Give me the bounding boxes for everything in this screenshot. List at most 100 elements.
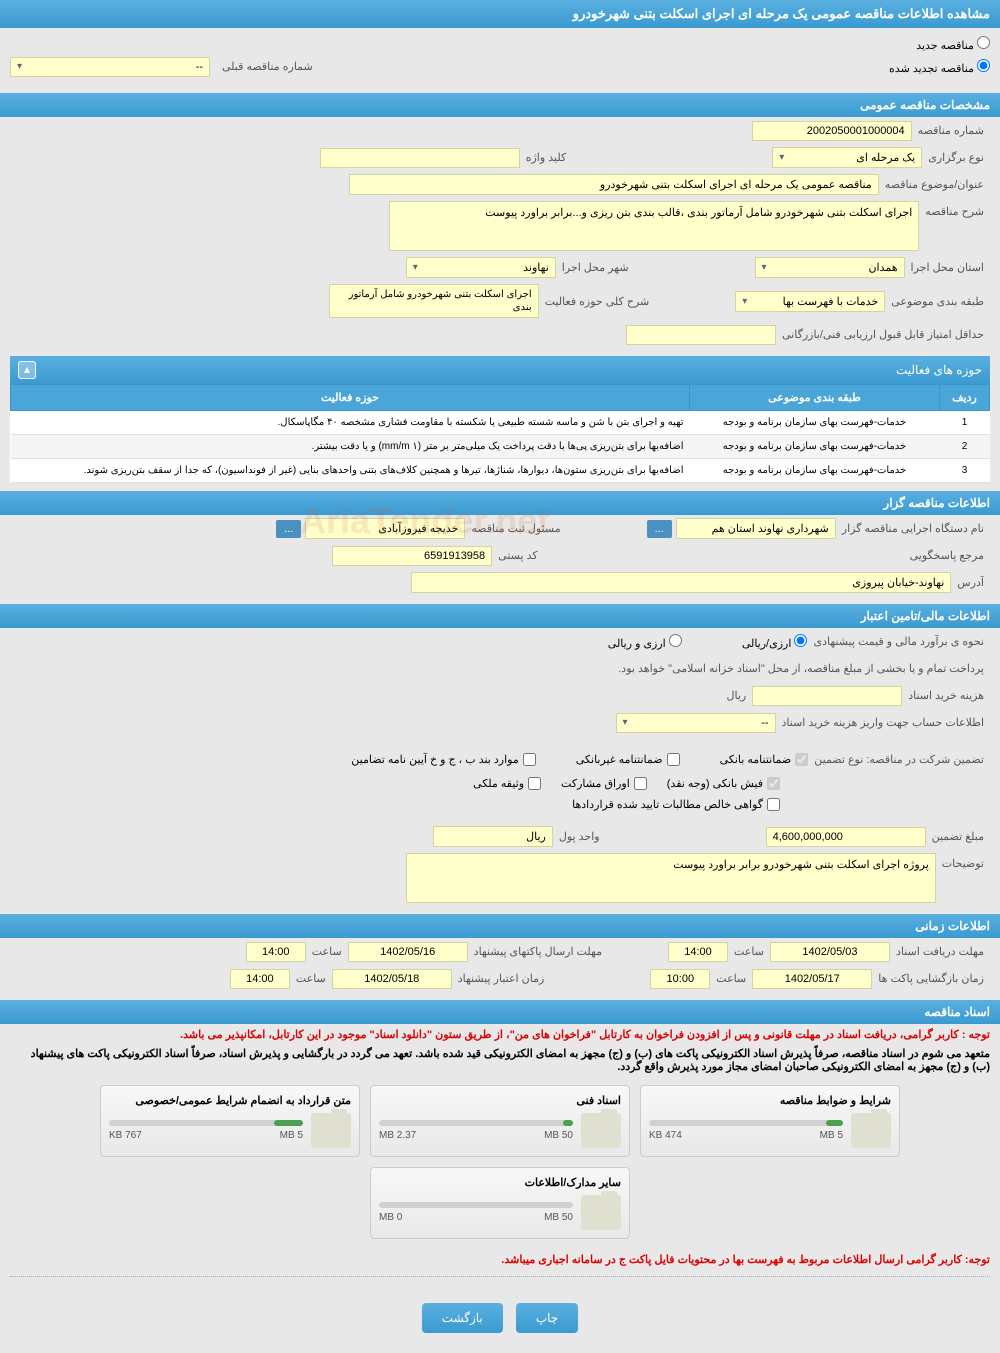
radio-both[interactable]: [669, 634, 682, 647]
tender-no-field: 2002050001000004: [752, 121, 912, 141]
chk-bonds[interactable]: [634, 777, 647, 790]
notes-label: توضیحات: [936, 853, 990, 874]
responsible-more-button[interactable]: ...: [276, 520, 301, 538]
section-timing-header: اطلاعات زمانی: [0, 914, 1000, 938]
org-more-button[interactable]: ...: [647, 520, 672, 538]
activity-table-header: حوزه های فعالیت ▴: [10, 356, 990, 384]
radio-new-label[interactable]: مناقصه جدید: [916, 36, 990, 52]
cell-activity: اضافه‌بها برای بتن‌ریزی پی‌ها با دقت پرد…: [11, 435, 690, 459]
send-deadline-label: مهلت ارسال پاکتهای پیشنهاد: [468, 941, 608, 962]
file-total: 5 MB: [820, 1130, 843, 1141]
keyword-input[interactable]: [320, 148, 520, 168]
chk-cash[interactable]: [767, 777, 780, 790]
city-value: نهاوند: [523, 261, 549, 274]
chevron-down-icon: ▾: [623, 717, 628, 728]
account-label: اطلاعات حساب جهت واریز هزینه خرید اسناد: [776, 712, 990, 733]
chk-cash-text: فیش بانکی (وجه نقد): [667, 777, 763, 790]
radio-rial[interactable]: [794, 634, 807, 647]
send-deadline-time: 14:00: [246, 942, 306, 962]
file-total: 5 MB: [280, 1130, 303, 1141]
time-label-4: ساعت: [290, 968, 332, 989]
class-value: خدمات با فهرست بها: [783, 295, 879, 308]
chk-nonbank-guarantee[interactable]: [667, 753, 680, 766]
file-progress-bar: [379, 1202, 573, 1208]
responsible-field: خدیجه فیروزآبادی: [305, 518, 465, 539]
time-label-3: ساعت: [710, 968, 752, 989]
doccost-label: هزینه خرید اسناد: [902, 685, 990, 706]
valid-time: 14:00: [230, 969, 290, 989]
file-used: 767 KB: [109, 1130, 142, 1141]
section-organizer-header: اطلاعات مناقصه گزار: [0, 491, 1000, 515]
radio-renewed[interactable]: [977, 59, 990, 72]
file-card[interactable]: متن قرارداد به انضمام شرایط عمومی/خصوصی5…: [100, 1085, 360, 1157]
activity-table-container: حوزه های فعالیت ▴ ردیف طبقه بندی موضوعی …: [10, 356, 990, 483]
print-button[interactable]: چاپ: [516, 1303, 578, 1333]
file-grid: شرایط و ضوابط مناقصه5 MB474 KBاسناد فنی5…: [0, 1075, 1000, 1249]
notice-download: توجه : کاربر گرامی، دریافت اسناد در مهلت…: [0, 1024, 1000, 1045]
doccost-input[interactable]: [752, 686, 902, 706]
col-row: ردیف: [940, 385, 990, 411]
file-card[interactable]: اسناد فنی50 MB2.37 MB: [370, 1085, 630, 1157]
file-used: 0 MB: [379, 1212, 402, 1223]
prev-tender-dropdown[interactable]: -- ▾: [10, 57, 210, 77]
radio-new[interactable]: [977, 36, 990, 49]
city-dropdown[interactable]: نهاوند ▾: [406, 257, 556, 278]
chk-receivables[interactable]: [767, 798, 780, 811]
city-label: شهر محل اجرا: [556, 257, 635, 278]
province-label: استان محل اجرا: [905, 257, 990, 278]
section-general-header: مشخصات مناقصه عمومی: [0, 93, 1000, 117]
postal-field: 6591913958: [332, 546, 492, 566]
desc-label: شرح مناقصه: [919, 201, 990, 222]
file-card[interactable]: شرایط و ضوابط مناقصه5 MB474 KB: [640, 1085, 900, 1157]
class-dropdown[interactable]: خدمات با فهرست بها ▾: [735, 291, 885, 312]
chk-items-bcj[interactable]: [523, 753, 536, 766]
subject-label: عنوان/موضوع مناقصه: [879, 174, 990, 195]
radio-rial-text: ارزی/ریالی: [742, 638, 792, 650]
prev-tender-value: --: [196, 61, 203, 73]
chk-bank-guarantee[interactable]: [795, 753, 808, 766]
file-card[interactable]: سایر مدارک/اطلاعات50 MB0 MB: [370, 1167, 630, 1239]
valid-date: 1402/05/18: [332, 969, 452, 989]
minscore-label: حداقل امتیاز قابل قبول ارزیابی فنی/بازرگ…: [776, 324, 990, 345]
activity-desc-label: شرح کلی حوزه فعالیت: [539, 291, 656, 312]
province-value: همدان: [868, 261, 897, 274]
doc-deadline-time: 14:00: [668, 942, 728, 962]
prev-tender-label: شماره مناقصه قبلی: [216, 56, 319, 77]
activity-desc-field: اجرای اسکلت بتنی شهرخودرو شامل آرماتور ب…: [329, 284, 539, 318]
amount-label: مبلغ تضمین: [926, 826, 990, 847]
back-button[interactable]: بازگشت: [422, 1303, 503, 1333]
chevron-down-icon: ▾: [742, 296, 747, 307]
minscore-input[interactable]: [626, 325, 776, 345]
payment-note: پرداخت تمام و یا بخشی از مبلغ مناقصه، از…: [612, 658, 990, 679]
file-total: 50 MB: [544, 1130, 573, 1141]
activity-table-title: حوزه های فعالیت: [896, 363, 982, 377]
cell-activity: تهیه و اجرای بتن با شن و ماسه شسته طبیعی…: [11, 411, 690, 435]
class-label: طبقه بندی موضوعی: [885, 291, 990, 312]
cell-class: خدمات-فهرست بهای سازمان برنامه و بودجه: [690, 411, 940, 435]
time-label-1: ساعت: [728, 941, 770, 962]
cell-activity: اضافه‌بها برای بتن‌ریزی ستون‌ها، دیوارها…: [11, 459, 690, 483]
keyword-label: کلید واژه: [520, 147, 572, 168]
collapse-button[interactable]: ▴: [18, 361, 36, 379]
table-row: 2خدمات-فهرست بهای سازمان برنامه و بودجها…: [11, 435, 990, 459]
doc-deadline-date: 1402/05/03: [770, 942, 890, 962]
chk-nonbank-guarantee-text: ضمانتنامه غیربانکی: [576, 753, 663, 766]
type-dropdown[interactable]: یک مرحله ای ▾: [772, 147, 922, 168]
col-class: طبقه بندی موضوعی: [690, 385, 940, 411]
subject-field: مناقصه عمومی یک مرحله ای اجرای اسکلت بتن…: [349, 174, 879, 195]
postal-label: کد پستی: [492, 545, 543, 566]
tender-no-label: شماره مناقصه: [912, 120, 990, 141]
notice-commit: متعهد می شوم در اسناد مناقصه، صرفاً پذیر…: [0, 1045, 1000, 1075]
radio-new-text: مناقصه جدید: [916, 40, 974, 52]
radio-renewed-label[interactable]: مناقصه تجدید شده: [889, 59, 990, 75]
radio-both-label[interactable]: ارزی و ریالی: [608, 634, 682, 650]
type-label: نوع برگزاری: [922, 147, 990, 168]
chk-property[interactable]: [528, 777, 541, 790]
folder-icon: [581, 1113, 621, 1148]
radio-rial-label[interactable]: ارزی/ریالی: [742, 634, 808, 650]
folder-icon: [581, 1195, 621, 1230]
account-dropdown[interactable]: -- ▾: [616, 713, 776, 733]
chevron-down-icon: ▾: [413, 262, 418, 273]
desc-field: اجرای اسکلت بتنی شهرخودرو شامل آرماتور ب…: [389, 201, 919, 251]
province-dropdown[interactable]: همدان ▾: [755, 257, 905, 278]
